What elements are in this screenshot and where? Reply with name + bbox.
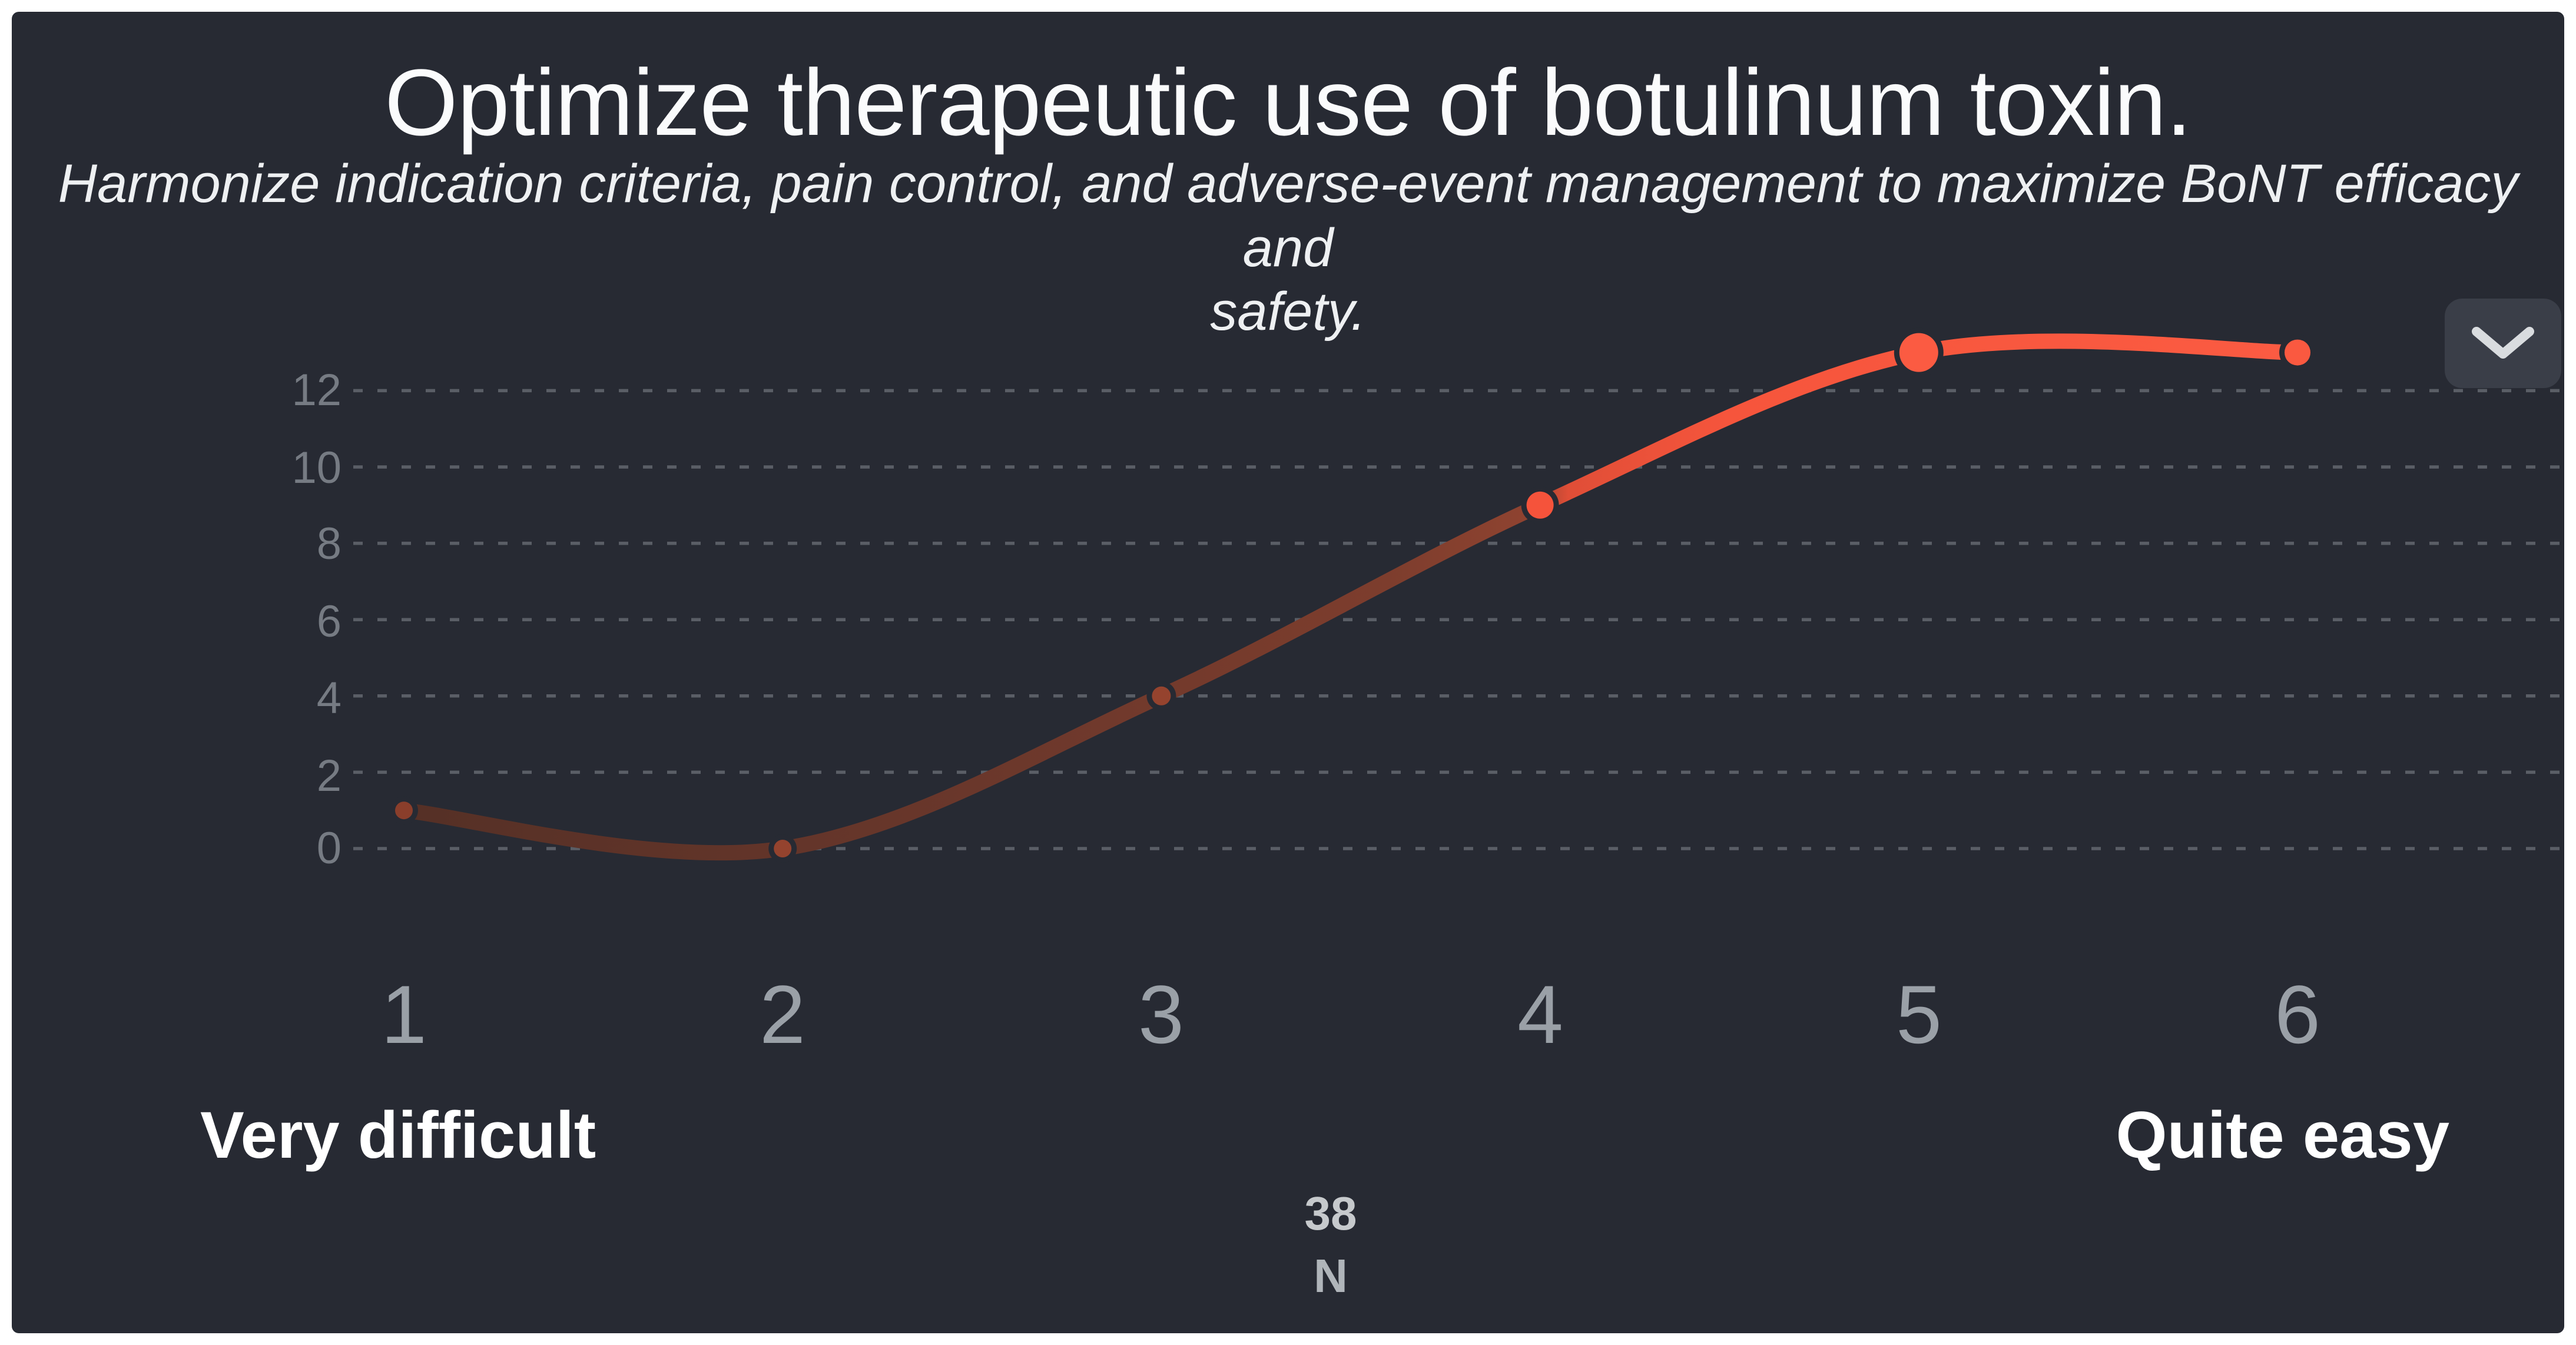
poll-slide: Optimize therapeutic use of botulinum to… (12, 12, 2564, 1333)
question-subtitle: Harmonize indication criteria, pain cont… (12, 152, 2564, 344)
y-tick-10: 10 (291, 443, 342, 493)
x-tick-3: 3 (1138, 968, 1184, 1061)
y-tick-12: 12 (291, 365, 342, 415)
respondent-label: N (1314, 1250, 1348, 1302)
y-tick-4: 4 (316, 673, 342, 723)
data-points (390, 327, 2316, 863)
collapse-results-button[interactable] (2445, 299, 2561, 388)
scale-min-label: Very difficult (200, 1098, 596, 1172)
x-tick-1: 1 (381, 968, 427, 1061)
chevron-down-icon (2472, 327, 2534, 359)
question-subtitle-line1: Harmonize indication criteria, pain cont… (58, 154, 2518, 278)
scale-max-label: Quite easy (2116, 1098, 2449, 1172)
x-tick-2: 2 (760, 968, 805, 1061)
question-subtitle-line2: safety. (1210, 281, 1366, 342)
y-tick-0: 0 (316, 823, 342, 873)
respondents-block: 38 N (1213, 1187, 1448, 1303)
y-tick-2: 2 (316, 751, 342, 801)
y-tick-6: 6 (316, 597, 342, 647)
respondent-count: 38 (1304, 1187, 1357, 1240)
x-tick-5: 5 (1896, 968, 1942, 1061)
line-chart-plot (353, 327, 2564, 863)
question-title: Optimize therapeutic use of botulinum to… (384, 49, 2192, 155)
gridlines (353, 389, 2564, 850)
y-tick-8: 8 (316, 519, 342, 569)
x-tick-6: 6 (2275, 968, 2320, 1061)
data-line (396, 333, 2305, 861)
x-tick-4: 4 (1517, 968, 1563, 1061)
